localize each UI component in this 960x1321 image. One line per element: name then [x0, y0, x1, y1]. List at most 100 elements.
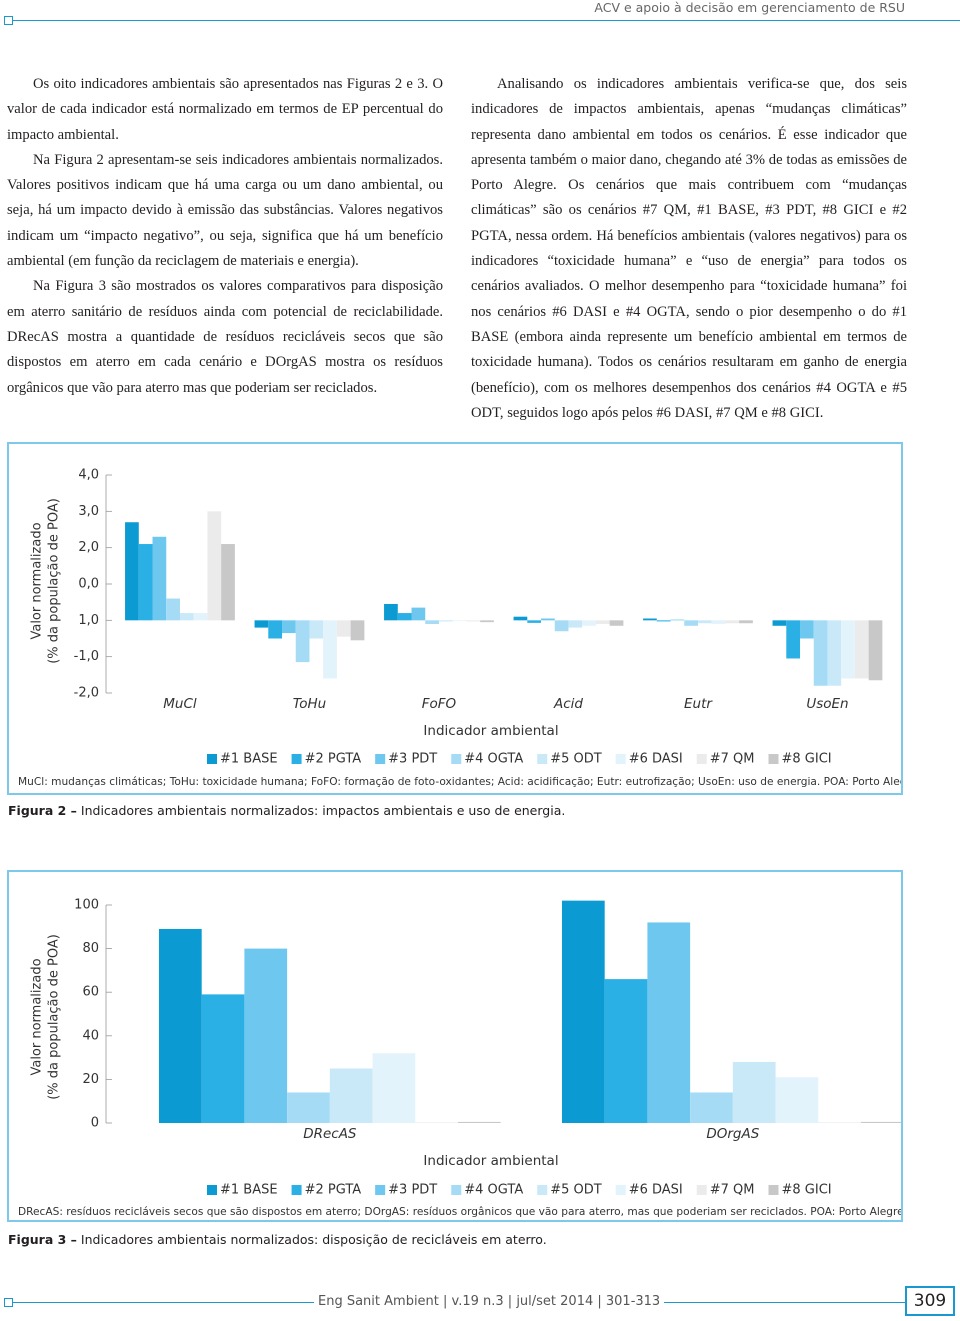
bar	[411, 607, 426, 621]
caption-text: Indicadores ambientais normalizados: imp…	[80, 803, 566, 818]
bar	[372, 1053, 416, 1123]
bar	[670, 619, 685, 621]
bar	[772, 620, 787, 626]
bar	[254, 620, 269, 628]
legend-swatch	[537, 1185, 548, 1195]
caption-label: Figura 2 –	[8, 803, 77, 818]
bar	[800, 620, 814, 639]
bar	[201, 994, 245, 1123]
chart: 100 80 60 40 20 0 Valor normalizado (% da popul…	[18, 898, 907, 1219]
legend-label: #1 BASE	[220, 1183, 278, 1198]
legend-swatch	[696, 1185, 707, 1195]
bar	[656, 620, 671, 622]
x-tick-label: Eutr	[684, 696, 713, 712]
legend-swatch	[768, 1185, 779, 1195]
bar	[841, 620, 855, 679]
chart: 4,0 3,0 2,0 0,0 1,0 -1,0 -2,0 Valor normalizado…	[18, 468, 920, 789]
chart-note: MuCl: mudanças climáticas; ToHu: toxicid…	[18, 776, 901, 788]
bar	[786, 620, 801, 659]
bar	[732, 1061, 776, 1123]
bar	[554, 620, 569, 632]
bar	[221, 544, 235, 621]
page-number: 309	[905, 1286, 955, 1316]
legend-label: #6 DASI	[629, 1183, 683, 1198]
x-tick-label: ToHu	[293, 696, 327, 712]
bar	[397, 613, 412, 621]
bar	[138, 544, 153, 621]
legend-label: #5 ODT	[550, 1183, 602, 1198]
y-axis-title: (% da população de POA)	[47, 934, 62, 1100]
bar	[684, 620, 698, 626]
bar	[452, 620, 467, 622]
legend-swatch	[615, 1185, 626, 1195]
bar	[775, 1077, 819, 1123]
legend-swatch	[768, 754, 779, 764]
legend-label: #5 ODT	[550, 752, 602, 767]
y-tick-label: 100	[74, 898, 99, 913]
caption-text: Indicadores ambientais normalizados: dis…	[80, 1232, 547, 1247]
legend-label: #6 DASI	[629, 752, 683, 767]
bar	[739, 620, 753, 624]
legend-label: #7 QM	[710, 752, 755, 767]
legend-swatch	[696, 754, 707, 764]
y-tick-label: 1,0	[78, 613, 99, 628]
bar	[725, 620, 740, 624]
y-axis-title: Valor normalizado	[30, 958, 45, 1075]
bar	[480, 620, 494, 623]
y-tick-label: -1,0	[74, 649, 99, 664]
legend-swatch	[207, 1185, 217, 1195]
bar	[152, 536, 167, 621]
y-tick-label: 0,0	[78, 577, 99, 592]
bar	[643, 618, 657, 621]
y-tick-label: 40	[82, 1028, 99, 1043]
bar	[336, 620, 351, 637]
bar	[438, 620, 453, 622]
bar	[244, 948, 288, 1123]
bar	[329, 1068, 373, 1123]
bar	[561, 900, 605, 1123]
legend-swatch	[207, 754, 217, 764]
bar	[541, 618, 555, 621]
y-tick-label: 60	[82, 985, 99, 1000]
bar	[309, 620, 324, 639]
bar	[193, 613, 208, 621]
bar	[384, 603, 398, 621]
bar	[323, 620, 337, 679]
caption-label: Figura 3 –	[8, 1232, 77, 1247]
bar	[425, 620, 439, 624]
legend-swatch	[615, 754, 626, 764]
bar	[868, 620, 883, 681]
bar	[711, 620, 726, 624]
bar	[513, 616, 528, 621]
figure-box: 4,0 3,0 2,0 0,0 1,0 -1,0 -2,0 Valor normalizado…	[7, 442, 920, 795]
bar	[179, 613, 194, 621]
bar	[818, 1122, 861, 1123]
x-tick-label: DRecAS	[303, 1126, 357, 1142]
bar	[350, 620, 365, 641]
bar	[690, 1092, 733, 1123]
chart-note: DRecAS: resíduos recicláveis secos que s…	[18, 1206, 901, 1218]
y-axis-title: (% da população de POA)	[47, 498, 62, 664]
bar	[125, 522, 139, 621]
legend-label: #3 PDT	[388, 1183, 437, 1198]
legend-swatch	[451, 1185, 462, 1195]
y-tick-label: 2,0	[78, 540, 99, 555]
bar	[207, 511, 222, 621]
bar	[415, 1122, 458, 1123]
legend-label: #2 PGTA	[305, 752, 362, 767]
x-tick-label: FoFO	[422, 696, 457, 712]
x-tick-label: DOrgAS	[706, 1126, 759, 1142]
legend-swatch	[375, 754, 386, 764]
bar	[854, 620, 869, 679]
bar	[582, 620, 596, 626]
bar	[166, 598, 180, 621]
bar	[595, 620, 610, 624]
legend-label: #4 OGTA	[464, 1183, 523, 1198]
bar	[158, 928, 202, 1123]
y-tick-label: 3,0	[78, 504, 99, 519]
bar	[568, 620, 583, 628]
bar	[609, 620, 624, 626]
caption: Figura 3 – Indicadores ambientais normal…	[8, 1232, 547, 1247]
paragraph: Os oito indicadores ambientais são apres…	[7, 76, 443, 143]
footer-square	[4, 1298, 13, 1307]
